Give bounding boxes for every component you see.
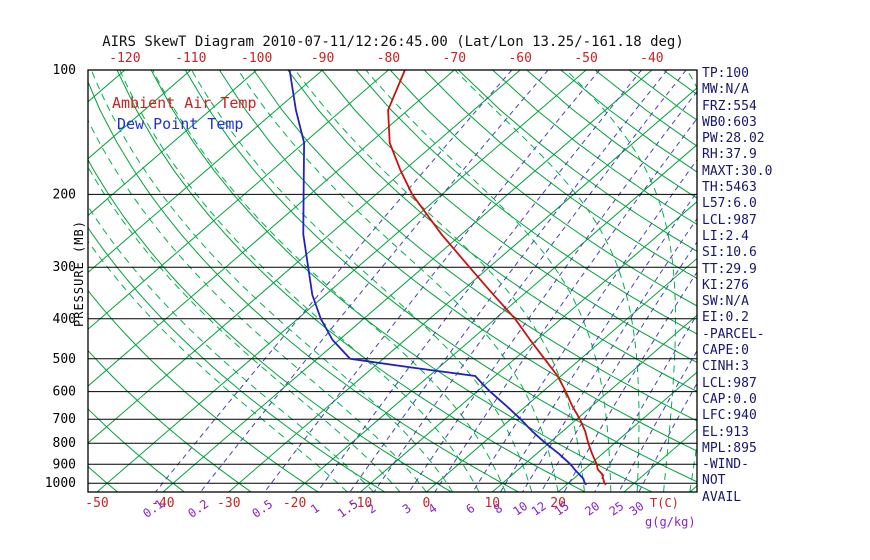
svg-text:-40: -40 bbox=[151, 496, 174, 511]
stats-line: TT:29.9 bbox=[702, 261, 757, 277]
page-title: AIRS SkewT Diagram 2010-07-11/12:26:45.0… bbox=[102, 34, 684, 50]
svg-text:6: 6 bbox=[463, 501, 477, 517]
svg-text:100: 100 bbox=[53, 63, 76, 78]
svg-text:2: 2 bbox=[365, 501, 379, 517]
svg-text:600: 600 bbox=[53, 385, 76, 400]
svg-text:20: 20 bbox=[582, 499, 602, 519]
svg-text:-100: -100 bbox=[241, 51, 272, 66]
pressure-tick-labels: 100 200 300 400 500 600 700 800 900 1000 bbox=[45, 63, 76, 491]
stats-line: TH:5463 bbox=[702, 180, 757, 196]
svg-text:4: 4 bbox=[426, 501, 440, 517]
stats-line: WB0:603 bbox=[702, 114, 757, 130]
stats-line: CAP:0.0 bbox=[702, 391, 757, 407]
legend-ambient-air-temp: Ambient Air Temp bbox=[112, 94, 257, 112]
bottom-temp-tick-labels: -50 -40 -30 -20 -10 0 10 20 bbox=[85, 496, 566, 511]
svg-text:-110: -110 bbox=[175, 51, 206, 66]
svg-text:800: 800 bbox=[53, 436, 76, 451]
stats-line: LCL:987 bbox=[702, 212, 757, 228]
stats-line: LFC:940 bbox=[702, 408, 757, 424]
stats-panel: TP:100 MW:N/A FRZ:554 WB0:603 PW:28.02 RH:37.… bbox=[702, 66, 868, 506]
svg-text:-10: -10 bbox=[349, 496, 372, 511]
isobar-lines bbox=[88, 70, 697, 484]
stats-line: MPL:895 bbox=[702, 440, 757, 456]
stats-line: PW:28.02 bbox=[702, 131, 765, 147]
stats-line: LCL:987 bbox=[702, 375, 757, 391]
stats-line: L57:6.0 bbox=[702, 196, 757, 212]
svg-text:1000: 1000 bbox=[45, 476, 76, 491]
temperature-curve bbox=[387, 70, 607, 486]
svg-text:30: 30 bbox=[627, 499, 647, 519]
stats-line: TP:100 bbox=[702, 66, 749, 81]
svg-text:-20: -20 bbox=[283, 496, 306, 511]
svg-text:12: 12 bbox=[529, 499, 549, 519]
stats-line: CAPE:0 bbox=[702, 343, 749, 359]
svg-text:300: 300 bbox=[53, 260, 76, 275]
stats-line: MAXT:30.0 bbox=[702, 163, 773, 179]
mixing-ratio-unit-label: g(g/kg) bbox=[645, 515, 696, 529]
svg-text:200: 200 bbox=[53, 187, 76, 202]
temp-unit-label: T(C) bbox=[650, 496, 679, 510]
svg-text:0: 0 bbox=[422, 496, 430, 511]
stats-line: -PARCEL- bbox=[702, 326, 765, 342]
stats-line: EI:0.2 bbox=[702, 310, 749, 326]
svg-text:-60: -60 bbox=[508, 51, 531, 66]
stats-line: MW:N/A bbox=[702, 82, 749, 98]
svg-text:900: 900 bbox=[53, 457, 76, 472]
stats-line: LI:2.4 bbox=[702, 228, 749, 244]
svg-text:15: 15 bbox=[552, 499, 572, 519]
svg-text:-40: -40 bbox=[640, 51, 663, 66]
stats-line: SI:10.6 bbox=[702, 245, 757, 261]
pressure-axis-label: PRESSURE (MB) bbox=[72, 220, 86, 328]
svg-text:-80: -80 bbox=[377, 51, 400, 66]
plot-border bbox=[87, 69, 698, 493]
svg-text:0.5: 0.5 bbox=[250, 497, 276, 521]
svg-text:-90: -90 bbox=[311, 51, 334, 66]
legend-dew-point-temp: Dew Point Temp bbox=[117, 115, 244, 133]
svg-text:700: 700 bbox=[53, 412, 76, 427]
svg-text:10: 10 bbox=[510, 499, 530, 519]
svg-text:25: 25 bbox=[607, 499, 627, 519]
svg-text:-30: -30 bbox=[217, 496, 240, 511]
svg-text:3: 3 bbox=[400, 501, 414, 517]
stats-line: -WIND- bbox=[702, 457, 749, 473]
svg-text:500: 500 bbox=[53, 352, 76, 367]
svg-text:1: 1 bbox=[308, 501, 322, 517]
svg-text:-50: -50 bbox=[85, 496, 108, 511]
dewpoint-curve bbox=[288, 70, 587, 486]
stats-line: NOT bbox=[702, 473, 726, 489]
svg-text:-120: -120 bbox=[109, 51, 140, 66]
svg-text:400: 400 bbox=[53, 312, 76, 327]
svg-text:20: 20 bbox=[550, 496, 566, 511]
svg-text:8: 8 bbox=[491, 501, 505, 517]
moist-adiabat-lines bbox=[88, 70, 697, 492]
dry-adiabat-lines bbox=[88, 70, 697, 492]
svg-text:0.2: 0.2 bbox=[185, 497, 211, 521]
stats-line: FRZ:554 bbox=[702, 98, 757, 114]
svg-text:-50: -50 bbox=[574, 51, 597, 66]
stats-line: AVAIL bbox=[702, 489, 742, 505]
stats-line: KI:276 bbox=[702, 277, 749, 293]
svg-text:10: 10 bbox=[484, 496, 500, 511]
stats-line: CINH:3 bbox=[702, 359, 749, 375]
top-temp-tick-labels: -120 -110 -100 -90 -80 -70 -60 -50 -40 bbox=[109, 51, 663, 66]
svg-text:-70: -70 bbox=[443, 51, 466, 66]
stats-line: RH:37.9 bbox=[702, 147, 757, 163]
stats-line: EL:913 bbox=[702, 424, 749, 440]
stats-line: SW:N/A bbox=[702, 294, 749, 310]
